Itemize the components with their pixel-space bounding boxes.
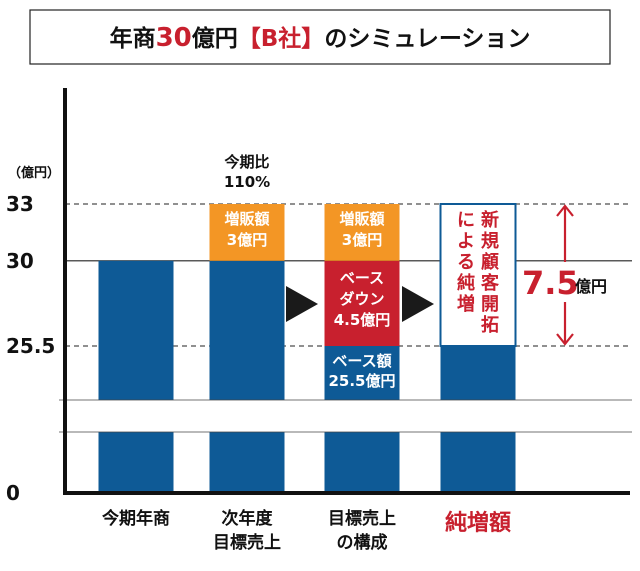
bar-2-lower: [209, 432, 285, 493]
bar-1-lower: [98, 432, 174, 493]
title-prefix: 年商: [110, 25, 156, 52]
bar-3-base-down-label: 4.5億円: [334, 311, 391, 329]
x-category-label: 目標売上: [213, 532, 281, 553]
net-increase-arrowhead-down: [556, 333, 574, 346]
bar-4-lower: [440, 432, 516, 493]
y-tick-label: 25.5: [6, 334, 55, 358]
flow-arrow-1: [286, 286, 318, 322]
chart-title: 年商30億円【B社】のシミュレーション: [110, 23, 531, 53]
bar-3-increase-label: 増販額: [339, 210, 384, 228]
x-category-label: 今期年商: [102, 508, 170, 529]
bar-3-base-label: ベース額: [332, 352, 391, 370]
new-customers-label: 客: [481, 272, 500, 294]
title-bracket: 【B社】: [238, 25, 325, 52]
y-tick-label: 33: [6, 192, 34, 216]
bar-2-increase-label: 増販額: [224, 210, 269, 228]
new-customers-label: 開: [481, 294, 499, 315]
x-category-label: 次年度: [222, 508, 274, 529]
net-increase-unit: 億円: [575, 277, 607, 296]
net-increase-value: 7.5: [522, 264, 579, 302]
bar-3-increase: [324, 204, 400, 261]
net-increase-arrowhead-up: [556, 204, 574, 217]
bar-3-increase-label: 3億円: [342, 231, 382, 249]
bar-4-base: [440, 346, 516, 400]
new-customers-label: 新: [481, 209, 499, 231]
x-category-label: の構成: [337, 532, 388, 553]
bar-1-base: [98, 260, 174, 400]
new-customers-label: 純: [457, 272, 475, 294]
flow-arrow-2: [402, 286, 434, 322]
bar-3-base-down: [324, 260, 400, 346]
bar-2-base: [209, 260, 285, 400]
bar-3-lower: [324, 432, 400, 493]
bar-3-base: [324, 346, 400, 400]
y-tick-label: 30: [6, 249, 34, 273]
title-box: [29, 9, 611, 65]
bar-4-new-customers: [439, 203, 517, 347]
new-customers-label: よ: [457, 231, 475, 252]
bar-2-note: 110%: [224, 173, 270, 191]
title-accent: 30: [156, 23, 192, 53]
axis-break: [59, 400, 639, 432]
new-customers-label: る: [457, 252, 475, 273]
x-category-label: 純増額: [445, 510, 511, 536]
bar-2-increase-label: 3億円: [227, 231, 267, 249]
y-tick-label: 0: [6, 481, 20, 505]
new-customers-label: 顧: [481, 251, 499, 273]
bar-2-note: 今期比: [223, 153, 269, 171]
plot-area: 増販額3億円今期比110%ベース額25.5億円ベースダウン4.5億円増販額3億円…: [6, 88, 639, 553]
bar-2-increase: [209, 204, 285, 261]
new-customers-label: に: [457, 210, 475, 231]
x-category-label: 目標売上: [328, 508, 396, 529]
new-customers-label: 拓: [481, 314, 499, 336]
title-tail: のシミュレーション: [324, 26, 530, 52]
bar-3-base-label: 25.5億円: [328, 372, 395, 390]
new-customers-label: 規: [481, 231, 499, 252]
title-suffix: 億円: [192, 25, 238, 52]
new-customers-label: 増: [457, 293, 475, 315]
net-increase-label-bg: [520, 262, 620, 302]
bar-3-base-down-label: ベース: [340, 269, 384, 287]
y-unit-label: （億円）: [8, 165, 60, 181]
bar-3-base-down-label: ダウン: [339, 290, 384, 308]
